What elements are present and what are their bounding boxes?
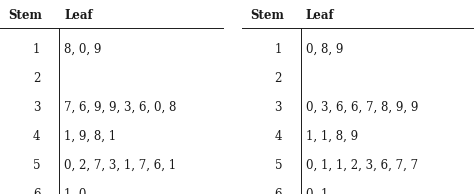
Text: 6: 6 <box>33 188 40 194</box>
Text: 0, 8, 9: 0, 8, 9 <box>306 43 343 56</box>
Text: Stem: Stem <box>9 9 42 22</box>
Text: 5: 5 <box>274 159 282 172</box>
Text: 0, 2, 7, 3, 1, 7, 6, 1: 0, 2, 7, 3, 1, 7, 6, 1 <box>64 159 176 172</box>
Text: 1: 1 <box>33 43 40 56</box>
Text: 7, 6, 9, 9, 3, 6, 0, 8: 7, 6, 9, 9, 3, 6, 0, 8 <box>64 101 176 114</box>
Text: 4: 4 <box>33 130 40 143</box>
Text: 1, 1, 8, 9: 1, 1, 8, 9 <box>306 130 358 143</box>
Text: Leaf: Leaf <box>306 9 334 22</box>
Text: 3: 3 <box>274 101 282 114</box>
Text: 6: 6 <box>274 188 282 194</box>
Text: 5: 5 <box>33 159 40 172</box>
Text: 2: 2 <box>33 72 40 85</box>
Text: 1, 9, 8, 1: 1, 9, 8, 1 <box>64 130 116 143</box>
Text: 0, 3, 6, 6, 7, 8, 9, 9: 0, 3, 6, 6, 7, 8, 9, 9 <box>306 101 418 114</box>
Text: 0, 1: 0, 1 <box>306 188 328 194</box>
Text: 8, 0, 9: 8, 0, 9 <box>64 43 101 56</box>
Text: 1, 0: 1, 0 <box>64 188 86 194</box>
Text: 4: 4 <box>274 130 282 143</box>
Text: Stem: Stem <box>250 9 284 22</box>
Text: 0, 1, 1, 2, 3, 6, 7, 7: 0, 1, 1, 2, 3, 6, 7, 7 <box>306 159 418 172</box>
Text: 3: 3 <box>33 101 40 114</box>
Text: 1: 1 <box>274 43 282 56</box>
Text: Leaf: Leaf <box>64 9 92 22</box>
Text: 2: 2 <box>274 72 282 85</box>
